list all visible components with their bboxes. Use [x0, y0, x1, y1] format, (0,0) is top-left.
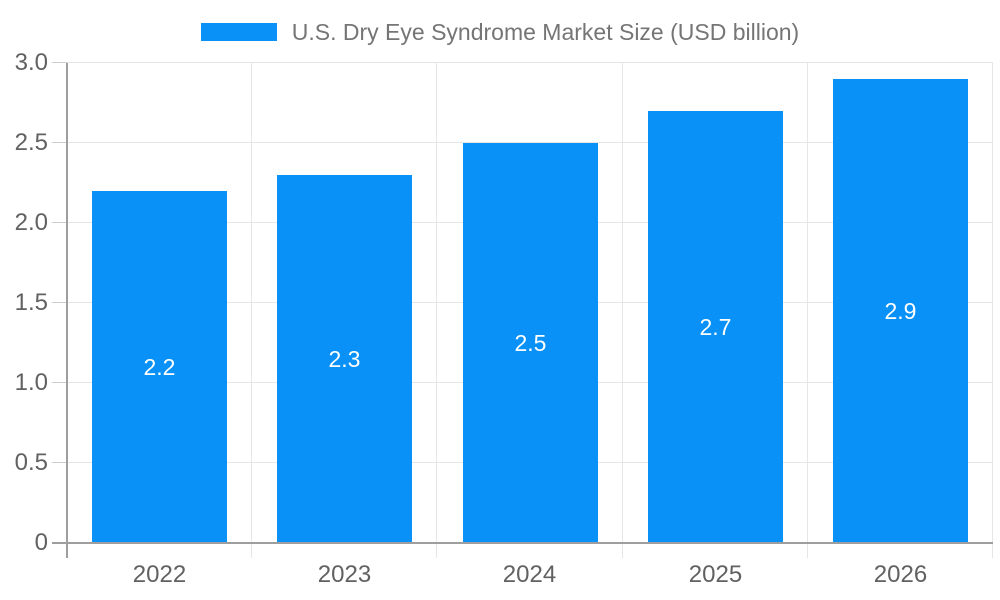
- y-tick-label: 0.5: [14, 449, 48, 476]
- y-tick: [52, 62, 67, 63]
- x-tick-label: 2023: [317, 561, 372, 588]
- bar[interactable]: 2.5: [463, 143, 598, 543]
- x-tick-label: 2026: [873, 561, 928, 588]
- x-tick-label: 2025: [688, 561, 743, 588]
- bar-value-label: 2.3: [328, 345, 361, 372]
- legend-swatch: [200, 23, 277, 41]
- bar-value-label: 2.2: [143, 353, 176, 380]
- x-gridline: [622, 63, 623, 558]
- bar[interactable]: 2.9: [833, 79, 968, 543]
- y-tick: [52, 222, 67, 223]
- bar[interactable]: 2.2: [92, 191, 227, 543]
- y-tick: [52, 142, 67, 143]
- y-tick: [52, 462, 67, 463]
- y-tick-label: 2.0: [14, 209, 48, 236]
- bar-value-label: 2.7: [699, 313, 732, 340]
- y-tick-label: 1.5: [14, 289, 48, 316]
- y-tick-label: 0: [34, 529, 48, 556]
- y-tick-label: 2.5: [14, 129, 48, 156]
- x-tick-label: 2022: [132, 561, 187, 588]
- y-tick: [52, 382, 67, 383]
- x-tick-label: 2024: [502, 561, 557, 588]
- x-gridline: [436, 63, 437, 558]
- x-gridline: [251, 63, 252, 558]
- y-axis-line: [66, 63, 68, 558]
- y-tick-label: 1.0: [14, 369, 48, 396]
- x-axis-baseline: [52, 542, 993, 544]
- y-tick: [52, 302, 67, 303]
- x-gridline: [992, 63, 993, 558]
- bar[interactable]: 2.3: [277, 175, 412, 543]
- bar-value-label: 2.9: [884, 297, 917, 324]
- legend-label: U.S. Dry Eye Syndrome Market Size (USD b…: [291, 18, 800, 45]
- bar-value-label: 2.5: [514, 329, 547, 356]
- x-gridline: [807, 63, 808, 558]
- bar[interactable]: 2.7: [648, 111, 783, 543]
- legend[interactable]: U.S. Dry Eye Syndrome Market Size (USD b…: [0, 18, 1000, 45]
- y-tick-label: 3.0: [14, 49, 48, 76]
- y-gridline: [67, 142, 993, 143]
- y-gridline: [67, 62, 993, 63]
